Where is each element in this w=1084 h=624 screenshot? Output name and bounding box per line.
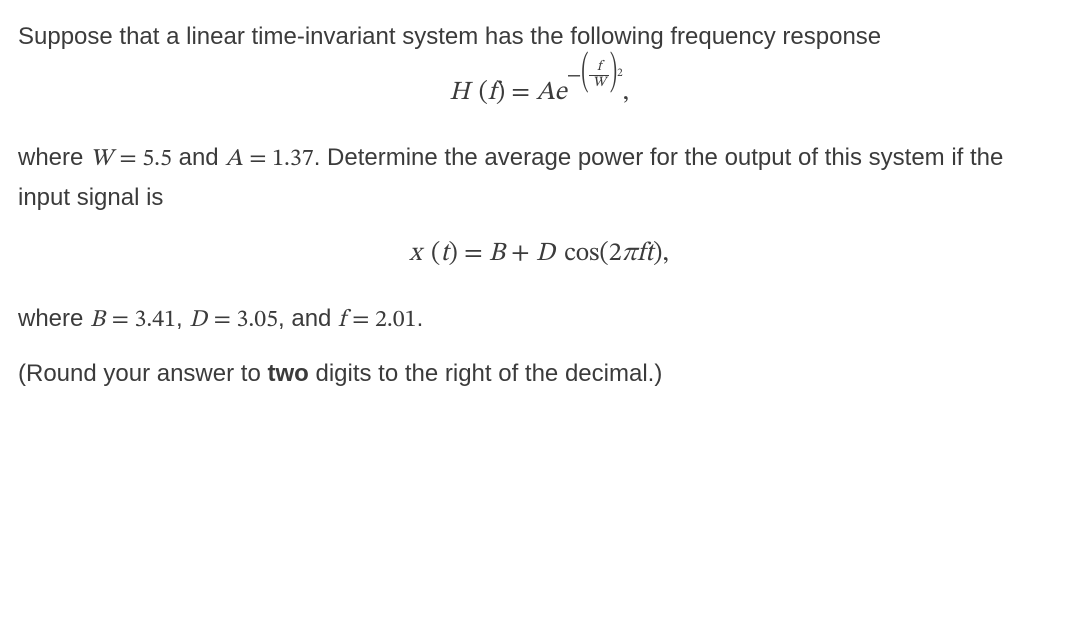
sym-A: A: [536, 80, 554, 106]
exponent-group: −(fW)2: [567, 61, 623, 93]
p2b: and: [179, 144, 226, 171]
eq-sign: =: [511, 80, 536, 106]
two2: 2: [609, 241, 622, 267]
val-B: 3.41: [134, 308, 176, 332]
sym-x: x: [409, 241, 421, 267]
sym-D2: D: [189, 308, 207, 332]
comma1: ,: [623, 80, 629, 106]
p3d: .: [417, 305, 424, 332]
eq6: =: [214, 308, 237, 332]
intro-paragraph: Suppose that a linear time-invariant sys…: [18, 18, 1060, 55]
sym-A2: A: [225, 147, 242, 171]
eq2: =: [119, 147, 142, 171]
equation-H: H (f) = Ae−(fW)2,: [18, 73, 1060, 113]
sym-t: t: [440, 241, 448, 267]
frac-num: f: [589, 60, 608, 75]
val-D: 3.05: [236, 308, 278, 332]
eq7: =: [352, 308, 375, 332]
p3c: , and: [278, 305, 338, 332]
power-2: 2: [617, 68, 623, 79]
fraction-fW: fW: [589, 60, 608, 91]
pi: π: [622, 241, 637, 267]
rparen2: ): [449, 241, 458, 267]
params-paragraph: where W = 5.5 and A = 1.37. Determine th…: [18, 139, 1060, 215]
params2-paragraph: where B = 3.41, D = 3.05, and f = 2.01.: [18, 300, 1060, 339]
intro-text: Suppose that a linear time-invariant sys…: [18, 23, 881, 50]
val-W: 5.5: [142, 147, 172, 171]
rparen3: ),: [653, 241, 669, 267]
sym-f: f: [488, 80, 496, 106]
big-lparen: (: [581, 40, 588, 109]
plus: +: [511, 241, 536, 267]
rparen: ): [496, 80, 505, 106]
sym-W2: W: [90, 147, 113, 171]
p3b: ,: [176, 305, 189, 332]
cos: cos: [564, 241, 599, 267]
p4a: (Round your answer to: [18, 360, 267, 387]
sym-B2: B: [90, 308, 105, 332]
eq3: =: [249, 147, 272, 171]
p2a: where: [18, 144, 90, 171]
p4c: digits to the right of the decimal.): [309, 360, 663, 387]
eq4: =: [464, 241, 489, 267]
val-f: 2.01: [375, 308, 417, 332]
neg: −: [567, 66, 582, 86]
lparen2: (: [428, 241, 441, 267]
p4b: two: [267, 360, 308, 387]
val-A: 1.37: [272, 147, 314, 171]
lparen: (: [475, 80, 488, 106]
sym-t2: t: [645, 241, 653, 267]
sym-D: D: [536, 241, 555, 267]
sym-f3: f: [338, 308, 345, 332]
lparen3: (: [599, 241, 608, 267]
rounding-note: (Round your answer to two digits to the …: [18, 355, 1060, 392]
eq5: =: [112, 308, 135, 332]
problem-statement: Suppose that a linear time-invariant sys…: [0, 0, 1084, 427]
equation-x: x (t) = B + D cos(2πft),: [18, 234, 1060, 274]
sym-H: H: [449, 80, 469, 106]
sym-e: e: [555, 80, 567, 106]
frac-den: W: [589, 75, 608, 91]
sym-f2: f: [637, 241, 645, 267]
sym-B: B: [489, 241, 505, 267]
p3a: where: [18, 305, 90, 332]
